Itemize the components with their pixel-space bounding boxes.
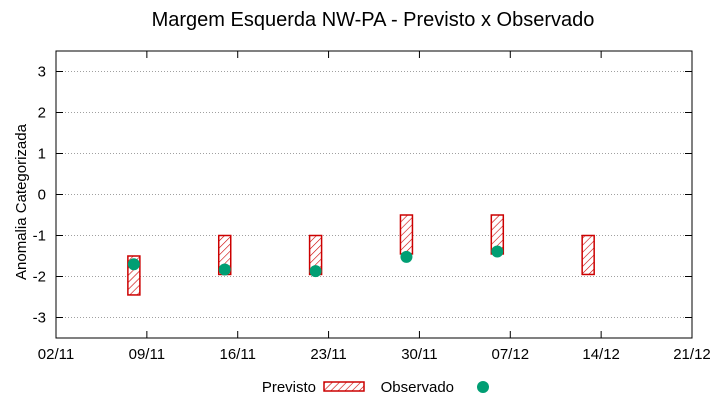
- legend-label-observado: Observado: [381, 379, 454, 396]
- y-tick-label: 2: [38, 105, 46, 122]
- x-tick-label: 30/11: [401, 346, 437, 363]
- legend: Previsto Observado: [262, 379, 489, 396]
- y-tick-label: -2: [33, 269, 46, 286]
- chart-title: Margem Esquerda NW-PA - Previsto x Obser…: [152, 9, 595, 31]
- legend-label-previsto: Previsto: [262, 379, 316, 396]
- legend-swatch-observado: [477, 381, 489, 393]
- x-tick-label: 23/11: [310, 346, 346, 363]
- observado-point: [309, 265, 322, 278]
- y-tick-label: 0: [38, 187, 46, 204]
- previsto-bar: [581, 234, 595, 276]
- x-tick-label: 21/12: [673, 346, 711, 363]
- y-tick-label: 3: [38, 64, 46, 81]
- tick-layer: 3 2 1 0 -1 -2 -3 02/11 09/11 16/11 23/11 30/11 07/12…: [33, 51, 711, 363]
- observado-point: [491, 245, 504, 258]
- observado-point: [218, 263, 231, 276]
- observado-point: [127, 258, 140, 271]
- x-tick-label: 14/12: [582, 346, 620, 363]
- legend-swatch-previsto: [323, 381, 365, 392]
- x-tick-label: 09/11: [129, 346, 165, 363]
- grid-layer: [56, 71, 692, 318]
- data-layer: [127, 214, 595, 296]
- x-tick-label: 07/12: [492, 346, 530, 363]
- y-axis-label: Anomalia Categorizada: [13, 123, 30, 280]
- y-tick-label: -1: [33, 228, 46, 245]
- x-tick-label: 16/11: [219, 346, 255, 363]
- previsto-bar: [399, 214, 414, 255]
- y-tick-label: -3: [33, 310, 46, 327]
- x-tick-label: 02/11: [38, 346, 74, 363]
- y-tick-label: 1: [38, 146, 46, 163]
- observado-point: [400, 250, 413, 263]
